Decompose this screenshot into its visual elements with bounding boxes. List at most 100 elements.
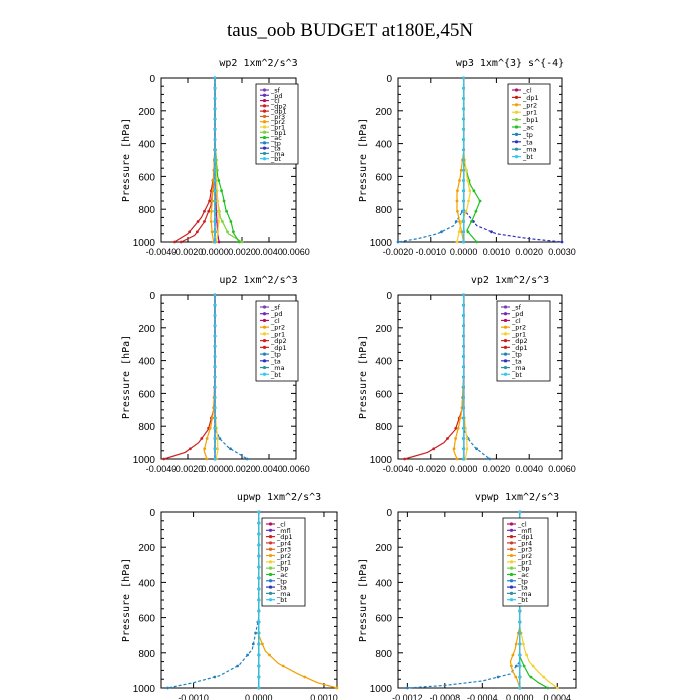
legend-label: _ma xyxy=(270,150,285,158)
data-point xyxy=(257,664,261,668)
data-point xyxy=(237,240,241,244)
data-point xyxy=(179,240,183,244)
plot-frame xyxy=(397,511,577,689)
legend-label: _pr2 xyxy=(276,552,291,560)
x-tick-label: 0.0060 xyxy=(282,247,310,257)
data-point xyxy=(196,230,199,234)
data-point xyxy=(261,642,264,646)
legend-label: _dp1 xyxy=(522,94,539,102)
data-point xyxy=(216,437,220,440)
legend-label: _pr2 xyxy=(522,101,537,109)
legend-label: _pr1 xyxy=(276,558,291,566)
data-point xyxy=(464,209,468,213)
legend-marker xyxy=(262,151,267,156)
legend-label: _mfl xyxy=(517,527,532,535)
x-tick-label: 0.0060 xyxy=(282,464,310,474)
y-tick-label: 1000 xyxy=(133,684,156,695)
legend-marker xyxy=(262,372,267,376)
panel-title: wp3 1xm^{3} s^{-4} xyxy=(456,58,564,69)
legend-marker xyxy=(262,359,267,363)
legend-label: _ac xyxy=(517,571,529,579)
data-point xyxy=(511,653,515,657)
data-point xyxy=(213,365,217,369)
data-point xyxy=(462,426,465,430)
y-tick-label: 800 xyxy=(375,422,392,433)
data-point xyxy=(217,240,221,244)
data-point xyxy=(462,385,465,389)
data-point xyxy=(462,97,465,100)
data-point xyxy=(456,209,459,213)
legend-label: _dp1 xyxy=(276,533,293,541)
legend-marker xyxy=(262,135,267,140)
x-tick-label: -0.0040 xyxy=(383,464,414,474)
legend-marker xyxy=(262,88,267,92)
legend-marker xyxy=(509,547,514,551)
legend-label: _cl xyxy=(276,521,286,529)
data-point xyxy=(257,576,261,580)
data-point xyxy=(464,168,468,172)
data-point xyxy=(257,510,261,514)
data-point xyxy=(462,76,465,80)
figure-title: taus_oob BUDGET at180E,45N xyxy=(226,20,474,41)
legend-marker xyxy=(509,572,514,577)
data-point xyxy=(232,230,235,234)
data-point xyxy=(209,220,213,223)
data-point xyxy=(542,675,546,679)
legend-label: _sf xyxy=(270,304,281,312)
data-point xyxy=(496,675,500,679)
data-point xyxy=(257,587,261,591)
legend-label: _ta xyxy=(511,357,522,365)
data-point xyxy=(460,230,463,234)
data-point xyxy=(210,209,213,213)
legend-label: _bp xyxy=(517,565,530,573)
data-point xyxy=(555,686,559,690)
data-point xyxy=(257,554,261,558)
legend-label: _ma xyxy=(276,590,291,598)
data-point xyxy=(254,631,257,635)
x-tick-label: -0.0012 xyxy=(392,693,423,700)
y-tick-label: 800 xyxy=(375,205,392,216)
legend-label: _dp2 xyxy=(270,337,287,345)
data-point xyxy=(458,179,461,182)
legend-marker xyxy=(268,585,273,589)
legend-marker xyxy=(262,93,267,97)
legend-label: _bp1 xyxy=(522,116,539,124)
x-tick-label: -0.0020 xyxy=(383,247,414,257)
x-tick-label: -0.0004 xyxy=(467,693,498,700)
data-point xyxy=(475,240,479,244)
legend-label: _ac xyxy=(522,124,534,132)
x-tick-label: 0.0060 xyxy=(548,464,576,474)
x-tick-label: 0.0010 xyxy=(310,693,338,700)
data-point xyxy=(213,457,217,461)
data-point xyxy=(205,457,209,461)
legend-marker xyxy=(509,579,514,583)
data-point xyxy=(518,609,522,613)
legend-marker xyxy=(262,98,267,103)
data-point xyxy=(196,220,200,223)
data-point xyxy=(257,543,261,547)
legend-marker xyxy=(262,120,267,124)
legend-label: _dp1 xyxy=(517,533,534,541)
legend-marker xyxy=(503,352,508,356)
data-point xyxy=(216,447,220,451)
data-point xyxy=(455,199,459,203)
data-point xyxy=(213,675,217,679)
data-point xyxy=(210,230,214,234)
legend-marker xyxy=(514,95,519,99)
legend-label: _dp2 xyxy=(511,337,528,345)
data-point xyxy=(257,631,261,635)
data-point xyxy=(525,653,528,657)
panel-1: wp2 1xm^2/s^3 0 200 400 600 800 1000-0.0040-0.… xyxy=(121,58,310,257)
data-point xyxy=(518,642,522,646)
y-tick-label: 800 xyxy=(375,649,392,660)
data-point xyxy=(257,598,261,602)
data-point xyxy=(459,168,463,172)
data-point xyxy=(529,675,533,679)
legend-marker xyxy=(268,553,273,558)
series-line-tp xyxy=(463,295,491,460)
legend-marker xyxy=(262,312,267,316)
legend-label: _bt xyxy=(511,371,522,379)
y-tick-label: 800 xyxy=(138,205,155,216)
data-point xyxy=(403,457,406,461)
data-point xyxy=(518,675,522,679)
